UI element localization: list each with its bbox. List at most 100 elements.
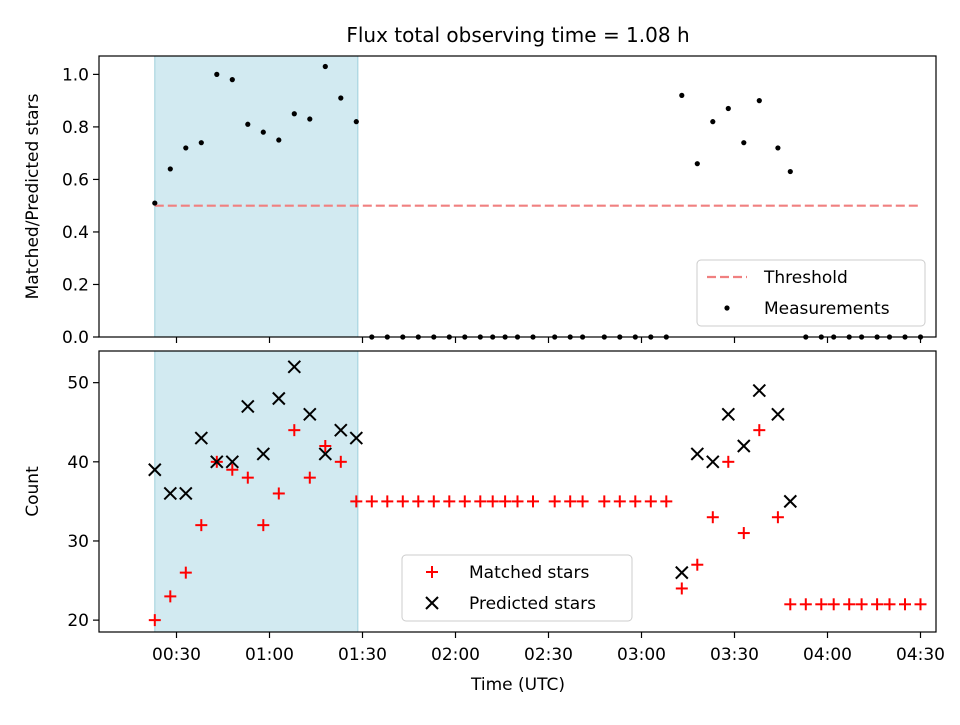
predicted-stars-point <box>737 439 751 453</box>
matched-stars-point <box>753 424 766 437</box>
measurements-point <box>679 92 685 98</box>
x-tick-label: 01:30 <box>338 645 387 665</box>
measurements-point <box>167 166 173 172</box>
legend-matched-swatch <box>426 566 438 578</box>
predicted-stars-point <box>318 447 333 461</box>
matched-stars-point <box>396 495 409 508</box>
matched-stars-point <box>899 598 911 611</box>
measurements-point <box>694 161 700 167</box>
top-shaded-span <box>154 55 359 338</box>
predicted-stars-point <box>163 486 178 501</box>
measurements-point <box>710 119 716 125</box>
matched-stars-point <box>334 455 347 468</box>
matched-stars-point <box>412 495 425 508</box>
matched-stars-point <box>474 495 487 508</box>
legend-predicted-label: Predicted stars <box>469 594 596 614</box>
x-tick-label: 01:00 <box>245 645 294 665</box>
matched-stars-point <box>722 455 735 468</box>
bottom-y-axis-label: Count <box>23 466 43 517</box>
legend-measurements-label: Measurements <box>764 299 890 319</box>
matched-stars-point <box>527 495 539 508</box>
predicted-stars-point <box>256 447 271 461</box>
top-panel: 0.0 0.2 0.4 0.6 0.8 1.0 Matched/Predicted sta… <box>23 55 937 348</box>
measurements-point <box>756 98 762 104</box>
y-tick-label: 0.4 <box>62 223 89 243</box>
measurements-point <box>198 140 204 146</box>
matched-stars-point <box>241 471 254 484</box>
matched-stars-point <box>164 590 177 603</box>
matched-stars-point <box>319 439 332 452</box>
measurements-point <box>183 145 189 151</box>
matched-stars-point <box>629 495 642 508</box>
predicted-stars-point <box>690 447 705 461</box>
predicted-stars-point <box>210 455 224 469</box>
measurements-point <box>229 77 235 83</box>
x-axis-label: Time (UTC) <box>470 675 565 695</box>
measurements-point <box>741 140 747 146</box>
x-tick-label: 04:00 <box>803 645 852 665</box>
measurements-point <box>725 105 731 112</box>
legend-threshold-label: Threshold <box>763 268 848 288</box>
measurements-point <box>245 121 251 127</box>
predicted-stars-point <box>783 494 798 509</box>
matched-stars-point <box>883 598 896 611</box>
y-tick-label: 0.2 <box>62 275 89 295</box>
matched-stars-point <box>644 495 657 508</box>
measurements-point <box>338 95 344 101</box>
matched-stars-point <box>272 487 285 500</box>
matched-stars-point <box>576 495 589 508</box>
matched-stars-point <box>737 527 750 540</box>
matched-stars-point <box>381 495 394 508</box>
top-legend: Threshold Measurements <box>696 259 926 327</box>
y-tick-label: 40 <box>67 453 89 473</box>
x-tick-label: 00:30 <box>152 645 201 665</box>
matched-stars-point <box>843 598 856 611</box>
predicted-stars-point <box>272 391 286 406</box>
legend-predicted-swatch <box>425 596 439 610</box>
y-tick-label: 30 <box>67 532 89 552</box>
y-tick-label: 20 <box>67 611 89 631</box>
predicted-stars-point <box>194 431 209 445</box>
top-plot-frame <box>98 55 937 338</box>
matched-stars-point <box>613 495 626 508</box>
measurements-point <box>152 200 158 206</box>
chart-title: Flux total observing time = 1.08 h <box>346 23 689 47</box>
measurements-point <box>291 111 297 117</box>
predicted-stars-point <box>287 360 302 374</box>
matched-stars-point <box>914 598 927 611</box>
predicted-stars-point <box>303 407 317 422</box>
measurements-point <box>787 168 793 175</box>
y-tick-label: 50 <box>67 374 89 394</box>
top-y-axis-label: Matched/Predicted stars <box>23 93 43 299</box>
matched-stars-point <box>815 598 828 611</box>
matched-stars-point <box>365 495 378 508</box>
matched-stars-point <box>350 495 363 508</box>
matched-stars-point <box>486 495 499 508</box>
y-tick-label: 0.8 <box>62 118 89 138</box>
measurements-point <box>775 145 781 151</box>
matched-stars-point <box>511 495 524 508</box>
predicted-stars-point <box>752 383 767 398</box>
matched-stars-point <box>771 511 784 524</box>
measurements-point <box>276 137 282 143</box>
predicted-stars-point <box>675 565 689 580</box>
matched-stars-point <box>499 495 512 508</box>
legend-matched-label: Matched stars <box>469 563 589 583</box>
matched-stars-point <box>871 598 884 611</box>
matched-stars-point <box>458 495 471 508</box>
matched-stars-point <box>827 598 840 611</box>
x-tick-label: 03:30 <box>710 645 759 665</box>
bottom-plot-frame <box>98 350 937 633</box>
matched-stars-point <box>784 598 797 611</box>
matched-stars-point <box>148 614 161 627</box>
y-tick-label: 1.0 <box>62 65 89 85</box>
matched-stars-point <box>427 495 440 508</box>
matched-stars-point <box>195 519 208 532</box>
bottom-shaded-span <box>154 350 359 633</box>
matched-stars-point <box>564 495 577 508</box>
x-tick-label: 03:00 <box>617 645 666 665</box>
matched-stars-point <box>799 598 812 611</box>
y-tick-label: 0.0 <box>62 328 89 348</box>
measurements-point <box>260 129 266 135</box>
predicted-stars-point <box>349 431 364 445</box>
